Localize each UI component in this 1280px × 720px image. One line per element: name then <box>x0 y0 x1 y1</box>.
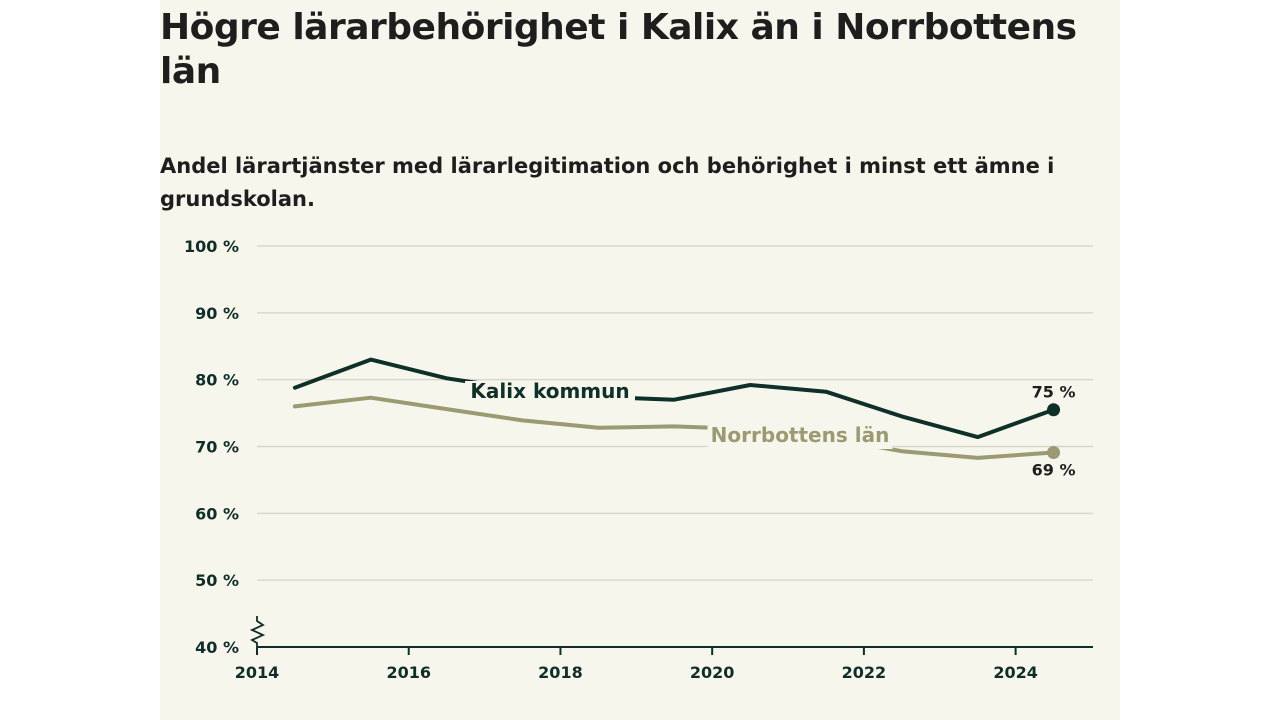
series-label-norrbotten: Norrbottens län <box>711 423 890 447</box>
chart-title: Högre lärarbehörighet i Kalix än i Norrb… <box>160 7 1077 92</box>
end-label-norrbotten: 69 % <box>1032 461 1076 480</box>
chart-subtitle: Andel lärartjänster med lärarlegitimatio… <box>160 154 1055 211</box>
end-label-kalix: 75 % <box>1032 383 1076 402</box>
y-tick-label: 90 % <box>195 304 239 323</box>
series-line-norrbotten <box>292 395 1056 460</box>
end-dot-kalix <box>1047 403 1061 417</box>
chart-card <box>160 0 1120 720</box>
x-tick-label: 2022 <box>842 663 887 682</box>
x-tick-label: 2024 <box>993 663 1038 682</box>
y-tick-label: 40 % <box>195 638 239 657</box>
y-tick-label: 60 % <box>195 504 239 523</box>
series-label-bg <box>465 381 635 405</box>
x-tick-label: 2016 <box>386 663 431 682</box>
end-dot-norrbotten <box>1047 446 1061 460</box>
x-tick-label: 2018 <box>538 663 583 682</box>
y-tick-label: 80 % <box>195 371 239 390</box>
axis-break-icon <box>249 616 266 647</box>
y-tick-label: 100 % <box>184 237 239 256</box>
x-tick-label: 2014 <box>235 663 280 682</box>
y-tick-label: 50 % <box>195 571 239 590</box>
series-label-bg <box>707 425 893 449</box>
series-label-kalix: Kalix kommun <box>470 379 629 403</box>
y-tick-label: 70 % <box>195 438 239 457</box>
x-tick-label: 2020 <box>690 663 735 682</box>
series-line-kalix <box>292 357 1056 440</box>
